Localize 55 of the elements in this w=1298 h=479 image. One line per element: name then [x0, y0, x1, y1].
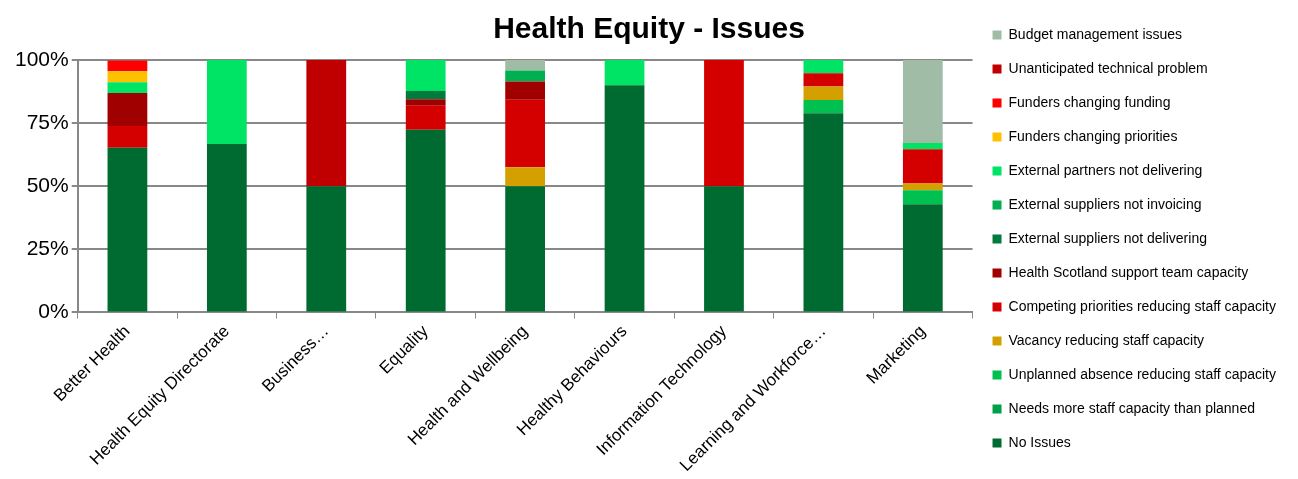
bar [803, 60, 844, 74]
bar [306, 60, 347, 187]
bar [902, 149, 943, 184]
bar [405, 129, 446, 312]
legend-label: Health Scotland support team capacity [1008, 263, 1249, 280]
bar [803, 113, 844, 312]
y-tick-label: 75% [26, 109, 69, 133]
bar [107, 93, 148, 126]
bar [505, 70, 545, 82]
bar [902, 190, 943, 205]
bar [107, 60, 148, 72]
bar [704, 60, 744, 187]
legend-label: Funders changing funding [1008, 93, 1171, 110]
bar [505, 186, 545, 312]
y-tick-label: 50% [26, 173, 69, 197]
bar [902, 183, 943, 191]
chart-title: Health Equity - Issues [493, 11, 805, 45]
bar [902, 204, 943, 312]
bar [405, 60, 446, 92]
bar [505, 167, 545, 187]
legend-label: Funders changing priorities [1008, 127, 1178, 144]
legend-label: Needs more staff capacity than planned [1008, 399, 1255, 416]
bar [107, 125, 148, 148]
bar [107, 71, 148, 83]
y-tick-label: 0% [38, 299, 69, 323]
bar [902, 60, 943, 144]
bar [803, 86, 844, 100]
bar [405, 91, 446, 100]
y-tick-label: 100% [14, 46, 69, 70]
bar [803, 73, 844, 87]
legend-label: External partners not delivering [1008, 161, 1203, 178]
bar [206, 60, 247, 145]
bar [505, 81, 545, 100]
legend-label: External suppliers not invoicing [1008, 195, 1202, 212]
bar [803, 99, 844, 114]
bar [704, 186, 744, 312]
bar [604, 60, 645, 86]
y-tick-label: 25% [26, 236, 69, 260]
bar [505, 60, 545, 71]
bar [405, 105, 446, 130]
legend-label: Vacancy reducing staff capacity [1008, 331, 1205, 348]
legend-label: No Issues [1008, 433, 1071, 450]
legend-label: Unplanned absence reducing staff capacity [1008, 365, 1277, 382]
bar [306, 186, 347, 312]
bar [107, 147, 148, 312]
bar [206, 144, 247, 312]
bar [604, 85, 645, 312]
bar [405, 99, 446, 106]
bar [505, 99, 545, 168]
legend-label: Unanticipated technical problem [1008, 59, 1208, 76]
bar [902, 143, 943, 150]
legend-label: Competing priorities reducing staff capacity [1008, 297, 1276, 314]
legend-label: Budget management issues [1008, 25, 1183, 42]
bar [107, 82, 148, 94]
legend-label: External suppliers not delivering [1008, 229, 1207, 246]
